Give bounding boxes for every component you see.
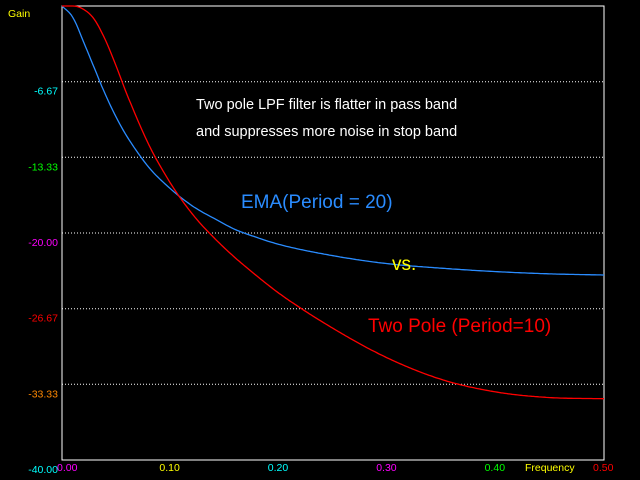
y-tick-label: -33.33	[28, 388, 58, 400]
y-tick-label: -6.67	[34, 86, 58, 98]
series-layer	[61, 5, 604, 400]
x-tick-label-origin: 0.00	[57, 462, 78, 474]
x-tick-label: 0.10	[159, 462, 180, 474]
x-tick-labels: 0.10 0.20 0.30 0.40 0.50	[159, 462, 613, 474]
x-tick-label: 0.30	[376, 462, 397, 474]
annotation-two-pole-label: Two Pole (Period=10)	[368, 316, 551, 337]
y-tick-label: -13.33	[28, 161, 58, 173]
annotation-line-1: Two pole LPF filter is flatter in pass b…	[196, 97, 457, 113]
x-axis-label: Frequency	[525, 462, 575, 474]
y-tick-labels: -6.67 -13.33 -20.00 -26.67 -33.33 -40.00	[28, 86, 58, 476]
series-line-ema	[61, 5, 604, 276]
plot-frame	[61, 5, 605, 461]
x-tick-label: 0.40	[485, 462, 506, 474]
y-tick-label: -26.67	[28, 313, 58, 325]
annotation-ema-label: EMA(Period = 20)	[241, 192, 393, 213]
annotation-line-2: and suppresses more noise in stop band	[196, 124, 457, 140]
y-tick-label: -20.00	[28, 237, 58, 249]
y-axis-label: Gain	[8, 8, 30, 20]
series-line-two-pole	[62, 5, 604, 400]
y-tick-label: -40.00	[28, 464, 58, 476]
x-tick-label: 0.50	[593, 462, 614, 474]
annotation-vs: vs.	[392, 254, 416, 275]
grid	[62, 81, 604, 385]
x-tick-label: 0.20	[268, 462, 289, 474]
